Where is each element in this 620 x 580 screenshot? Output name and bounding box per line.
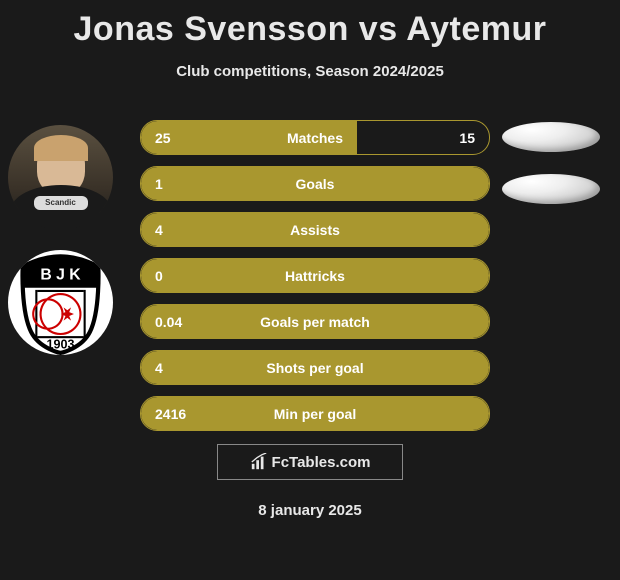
- page-title: Jonas Svensson vs Aytemur: [0, 0, 620, 49]
- stat-row: 0Hattricks: [140, 258, 490, 293]
- stat-label: Goals: [141, 176, 489, 192]
- svg-text:B J K: B J K: [40, 266, 81, 283]
- stat-row: 25Matches15: [140, 120, 490, 155]
- chart-icon: [250, 453, 268, 471]
- stat-row: 4Assists: [140, 212, 490, 247]
- player2-club-badge: B J K 1903: [8, 250, 113, 355]
- player1-avatar: Scandic: [8, 125, 113, 230]
- svg-text:1903: 1903: [46, 338, 74, 352]
- page-subtitle: Club competitions, Season 2024/2025: [0, 63, 620, 80]
- stats-container: 25Matches15 1Goals 4Assists 0Hattricks 0.04G…: [140, 120, 490, 431]
- stat-label: Shots per goal: [141, 360, 489, 376]
- stat-row: 1Goals: [140, 166, 490, 201]
- player1-sponsor: Scandic: [34, 196, 88, 210]
- stat-row: 0.04Goals per match: [140, 304, 490, 339]
- stat-right-value: 15: [459, 130, 475, 146]
- brand-text: FcTables.com: [272, 454, 371, 471]
- stat-label: Goals per match: [141, 314, 489, 330]
- stat-label: Hattricks: [141, 268, 489, 284]
- stat-row: 4Shots per goal: [140, 350, 490, 385]
- stat-label: Min per goal: [141, 406, 489, 422]
- right-bubbles: [502, 122, 600, 204]
- brand-box[interactable]: FcTables.com: [217, 444, 403, 480]
- stat-row: 2416Min per goal: [140, 396, 490, 431]
- stat-label: Assists: [141, 222, 489, 238]
- date-text: 8 january 2025: [0, 502, 620, 519]
- avatars-column: Scandic B J K 1903: [8, 125, 113, 355]
- bubble-1: [502, 122, 600, 152]
- stat-label: Matches: [141, 130, 489, 146]
- bubble-2: [502, 174, 600, 204]
